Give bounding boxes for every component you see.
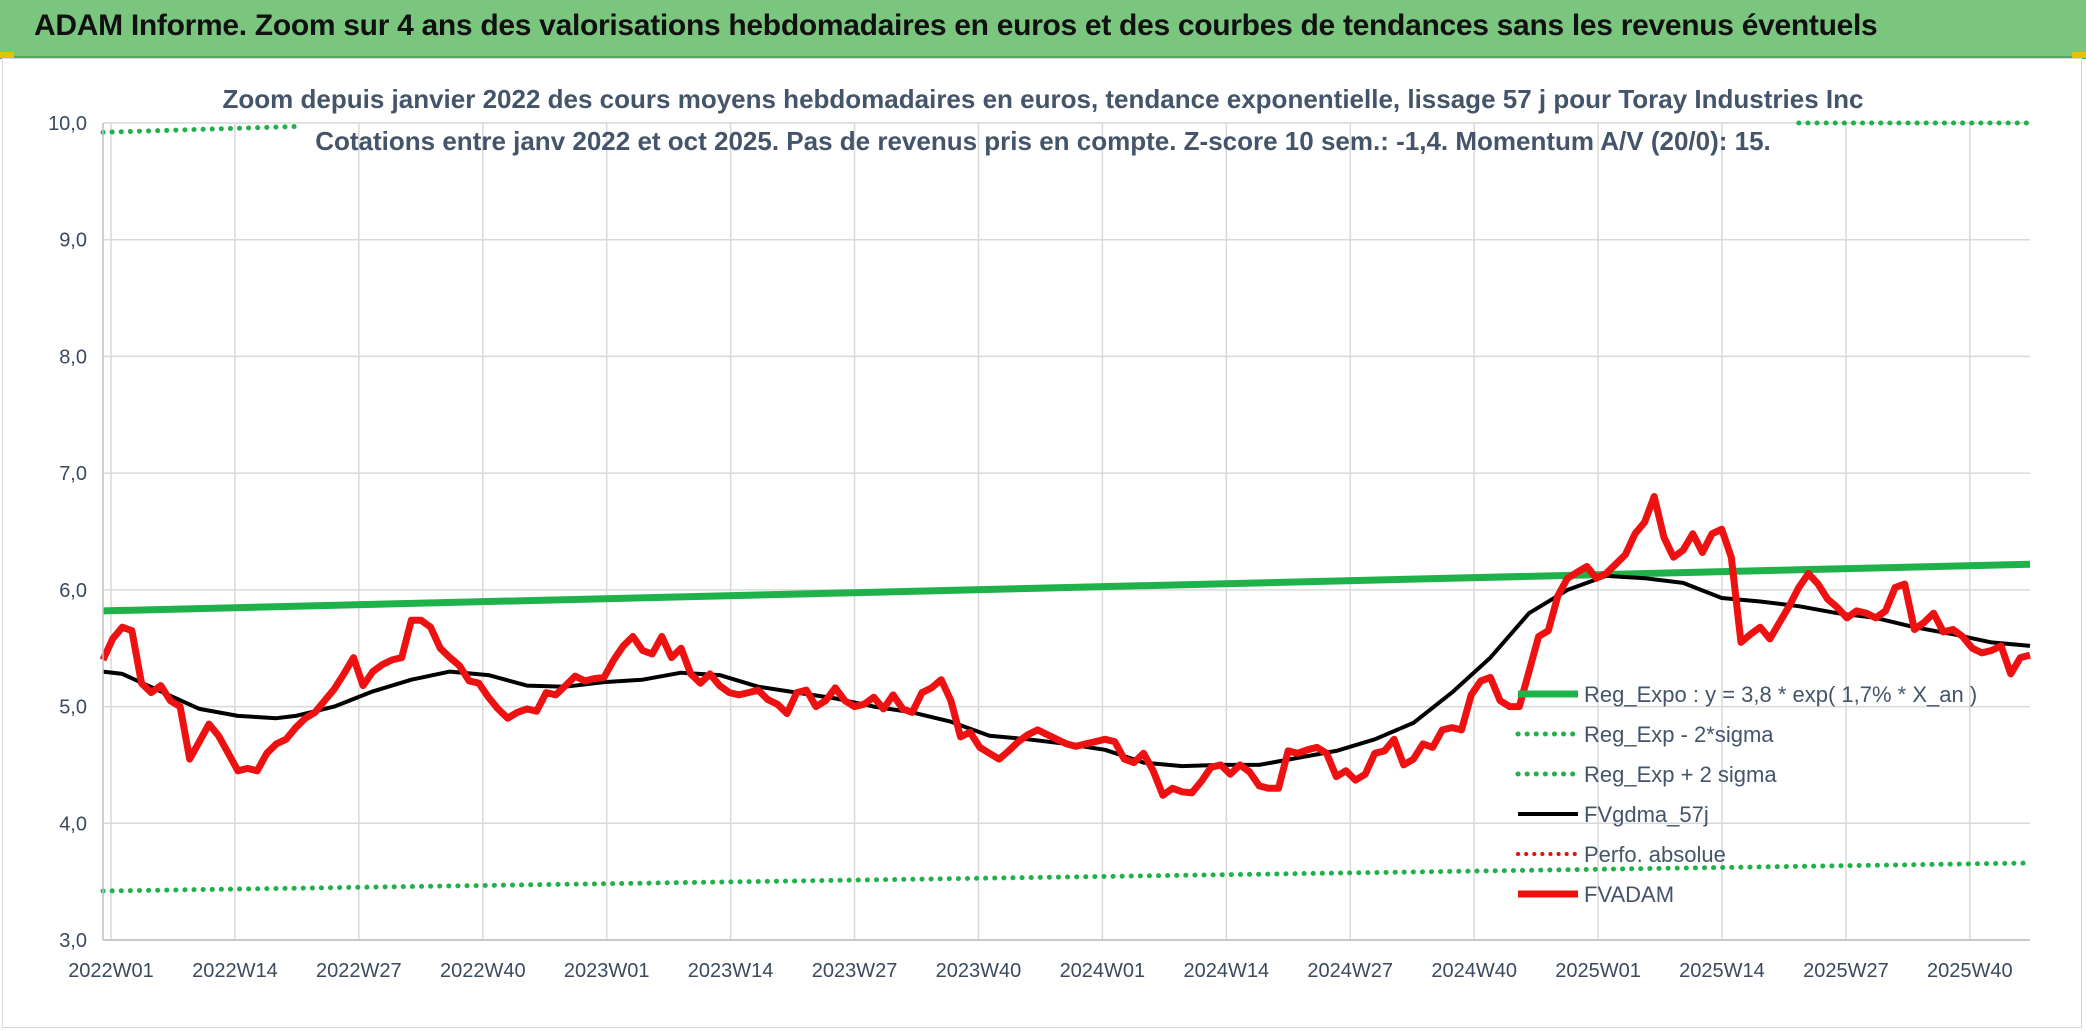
- grid-lines: [103, 122, 2030, 941]
- corner-accent-left: [0, 52, 14, 58]
- reg-exp-plus-2sigma-line: [100, 124, 299, 135]
- x-tick-label: 2023W01: [564, 960, 650, 982]
- x-tick-label: 2025W27: [1803, 960, 1889, 982]
- x-tick-label: 2022W27: [316, 960, 402, 982]
- fvadam-line: [99, 493, 2031, 799]
- legend-fvadam-label: FVADAM: [1584, 882, 1674, 907]
- y-tick-label: 8,0: [59, 346, 87, 368]
- x-tick-label: 2023W14: [688, 960, 774, 982]
- axis-layer: 3,0 4,0 5,0 6,0 7,0 8,0 9,0 10,0 2022W01 2022W14 2…: [48, 113, 2030, 982]
- y-tick-label: 4,0: [59, 813, 87, 835]
- legend-reg-exp-plus-label: Reg_Exp + 2 sigma: [1584, 762, 1777, 787]
- x-tick-label: 2025W40: [1927, 960, 2013, 982]
- chart-frame: [2, 58, 2082, 1028]
- chart-title: Zoom depuis janvier 2022 des cours moyen…: [223, 84, 1864, 114]
- legend-perfo-label: Perfo. absolue: [1584, 842, 1726, 867]
- x-tick-label: 2022W40: [440, 960, 526, 982]
- x-tick-label: 2024W27: [1307, 960, 1393, 982]
- y-tick-label: 6,0: [59, 580, 87, 602]
- y-tick-label: 5,0: [59, 697, 87, 719]
- x-tick-label: 2024W14: [1183, 960, 1269, 982]
- report-title: ADAM Informe. Zoom sur 4 ans des valoris…: [34, 9, 1878, 42]
- x-tick-label: 2023W40: [936, 960, 1022, 982]
- x-tick-label: 2024W01: [1060, 960, 1146, 982]
- legend-reg-exp-minus-label: Reg_Exp - 2*sigma: [1584, 722, 1774, 747]
- y-tick-label: 7,0: [59, 463, 87, 485]
- x-tick-label: 2023W27: [812, 960, 898, 982]
- y-tick-label: 9,0: [59, 230, 87, 252]
- legend-fvgdma-label: FVgdma_57j: [1584, 802, 1709, 827]
- x-tick-label: 2022W14: [192, 960, 278, 982]
- y-tick-label: 3,0: [59, 930, 87, 952]
- x-tick-label: 2024W40: [1431, 960, 1517, 982]
- corner-accent-right: [2072, 52, 2086, 58]
- report-banner: ADAM Informe. Zoom sur 4 ans des valoris…: [0, 0, 2086, 59]
- reg-exp-minus-2sigma-line: [100, 860, 2033, 894]
- series-layer: [99, 120, 2033, 894]
- y-tick-label: 10,0: [48, 113, 87, 135]
- chart-titles: Zoom depuis janvier 2022 des cours moyen…: [223, 84, 1864, 156]
- x-tick-label: 2025W14: [1679, 960, 1765, 982]
- x-tick-label: 2022W01: [68, 960, 154, 982]
- fvgdma-57j-line: [102, 573, 2031, 769]
- legend-reg-expo-label: Reg_Expo : y = 3,8 * exp( 1,7% * X_an ): [1584, 682, 1977, 707]
- reg-expo-line: [102, 560, 2031, 615]
- x-tick-label: 2025W01: [1555, 960, 1641, 982]
- legend: Reg_Expo : y = 3,8 * exp( 1,7% * X_an ) R…: [1515, 682, 1977, 907]
- chart-subtitle: Cotations entre janv 2022 et oct 2025. P…: [315, 126, 1771, 156]
